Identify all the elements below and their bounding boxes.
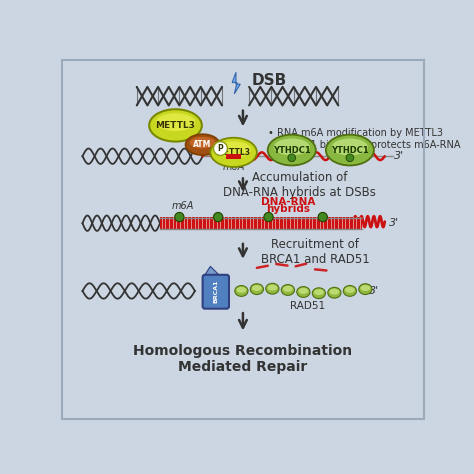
Text: • RNA m6A modification by METTL3: • RNA m6A modification by METTL3 bbox=[268, 128, 444, 138]
Ellipse shape bbox=[237, 287, 246, 293]
Text: RAD51: RAD51 bbox=[290, 301, 325, 311]
Ellipse shape bbox=[281, 284, 294, 295]
Ellipse shape bbox=[345, 287, 355, 293]
Ellipse shape bbox=[343, 285, 356, 296]
Ellipse shape bbox=[267, 285, 277, 291]
Text: ATM: ATM bbox=[193, 140, 212, 149]
Text: P: P bbox=[218, 144, 223, 153]
Polygon shape bbox=[232, 72, 240, 94]
Circle shape bbox=[175, 212, 184, 222]
Ellipse shape bbox=[329, 289, 339, 295]
Bar bbox=[226, 154, 241, 159]
Text: 3': 3' bbox=[394, 151, 404, 161]
Ellipse shape bbox=[250, 284, 264, 294]
Ellipse shape bbox=[332, 138, 368, 155]
Ellipse shape bbox=[156, 113, 195, 131]
Ellipse shape bbox=[252, 285, 262, 291]
Ellipse shape bbox=[326, 135, 374, 165]
Ellipse shape bbox=[266, 283, 279, 294]
Ellipse shape bbox=[149, 109, 202, 142]
Circle shape bbox=[213, 212, 223, 222]
Ellipse shape bbox=[235, 285, 248, 296]
Circle shape bbox=[264, 212, 273, 222]
Ellipse shape bbox=[216, 141, 251, 157]
Polygon shape bbox=[203, 266, 218, 277]
Ellipse shape bbox=[186, 134, 219, 155]
FancyBboxPatch shape bbox=[202, 275, 229, 309]
Text: YTHDC1: YTHDC1 bbox=[331, 146, 369, 155]
Ellipse shape bbox=[273, 138, 310, 155]
Ellipse shape bbox=[268, 135, 316, 165]
Text: Accumulation of
DNA-RNA hybrids at DSBs: Accumulation of DNA-RNA hybrids at DSBs bbox=[223, 172, 376, 200]
Circle shape bbox=[288, 154, 296, 162]
Text: 3': 3' bbox=[389, 218, 399, 228]
Text: m6A: m6A bbox=[222, 162, 245, 172]
Text: 3': 3' bbox=[369, 286, 379, 296]
Bar bbox=[160, 217, 362, 229]
Text: METTL3: METTL3 bbox=[155, 121, 195, 130]
Ellipse shape bbox=[359, 284, 372, 294]
Ellipse shape bbox=[210, 138, 257, 167]
Text: • YTHDC1 binds and protects m6A-RNA: • YTHDC1 binds and protects m6A-RNA bbox=[268, 140, 461, 150]
Circle shape bbox=[318, 212, 328, 222]
Ellipse shape bbox=[328, 287, 341, 298]
Text: Homologous Recombination
Mediated Repair: Homologous Recombination Mediated Repair bbox=[133, 344, 353, 374]
Ellipse shape bbox=[190, 137, 215, 148]
Text: Recruitment of
BRCA1 and RAD51: Recruitment of BRCA1 and RAD51 bbox=[261, 238, 369, 266]
Text: METTL3: METTL3 bbox=[217, 148, 251, 157]
Ellipse shape bbox=[283, 286, 293, 292]
Text: hybrids: hybrids bbox=[266, 204, 310, 214]
Text: m6A: m6A bbox=[172, 201, 194, 211]
Text: DNA-RNA: DNA-RNA bbox=[261, 197, 315, 207]
Circle shape bbox=[213, 142, 228, 155]
Text: DSB: DSB bbox=[251, 73, 287, 88]
Text: YTHDC1: YTHDC1 bbox=[273, 146, 310, 155]
Text: BRCA1: BRCA1 bbox=[213, 280, 219, 303]
Ellipse shape bbox=[312, 288, 326, 299]
Circle shape bbox=[346, 154, 354, 162]
Ellipse shape bbox=[297, 287, 310, 297]
Ellipse shape bbox=[314, 289, 324, 295]
Ellipse shape bbox=[299, 288, 308, 294]
Ellipse shape bbox=[360, 285, 370, 291]
